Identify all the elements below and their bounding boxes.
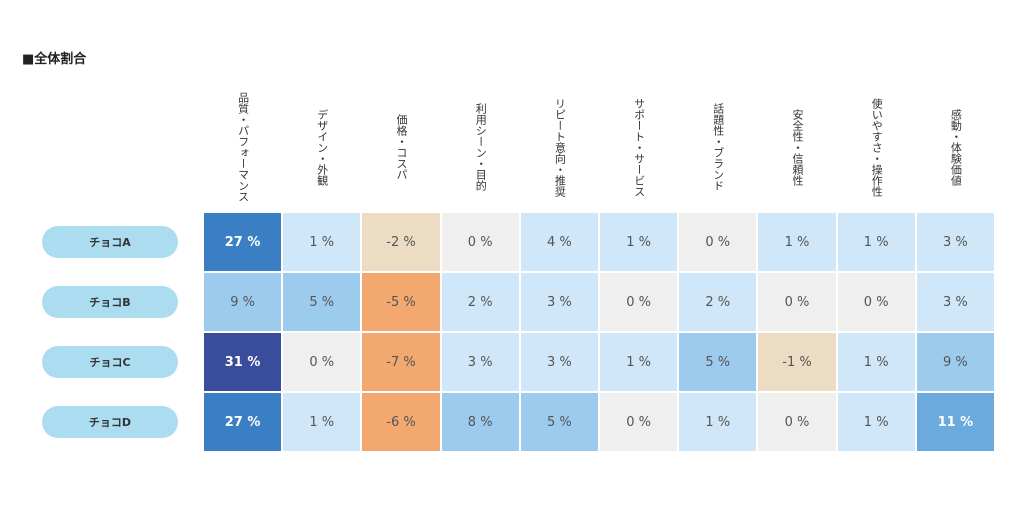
cell-label: -2 % [386, 234, 416, 250]
column-label: 感動・体験価値 [949, 108, 963, 186]
heatmap-cell: -2 % [361, 212, 441, 272]
heatmap-cell: -6 % [361, 392, 441, 452]
cell-label: 1 % [705, 414, 731, 430]
heatmap-cell: 3 % [915, 272, 995, 332]
cell-label: 4 % [547, 234, 572, 250]
cell-label: 3 % [547, 294, 572, 310]
heatmap-cell: 0 % [599, 272, 679, 332]
cell-label: 3 % [943, 294, 968, 310]
heatmap-cell: 0 % [440, 212, 520, 272]
column-label: 安全性・信頼性 [790, 108, 804, 186]
cell-label: 5 % [547, 414, 572, 430]
cell-label: 0 % [309, 354, 335, 370]
heatmap-cell: 5 % [519, 392, 599, 452]
heatmap-cell: 3 % [915, 212, 995, 272]
column-label: 価格・コスパ [394, 114, 408, 180]
cell-label: 1 % [309, 234, 335, 250]
heatmap-cell: 0 % [599, 392, 679, 452]
heatmap-cell: -1 % [757, 332, 837, 392]
heatmap-cell: 0 % [836, 272, 916, 332]
heatmap-cell: 0 % [757, 272, 837, 332]
cell-label: 1 % [784, 234, 810, 250]
cell-label: -5 % [386, 294, 416, 310]
cell-label: 3 % [547, 354, 572, 370]
cell-label: -1 % [782, 354, 812, 370]
cell-label: 9 % [230, 294, 255, 310]
cell-label: 0 % [467, 234, 493, 250]
column-label: デザイン・外観 [315, 108, 329, 186]
cell-label: 5 % [705, 354, 731, 370]
heatmap-cell: 8 % [440, 392, 520, 452]
cell-label: 3 % [943, 234, 968, 250]
heatmap-cell: 0 % [678, 212, 758, 272]
heatmap-cell: 2 % [440, 272, 520, 332]
heatmap-cell: -5 % [361, 272, 441, 332]
heatmap-cell: 1 % [836, 212, 916, 272]
row-label: チョコA [42, 226, 178, 258]
cell-label: 27 % [224, 414, 261, 430]
heatmap-cell: 5 % [282, 272, 362, 332]
cell-label: 1 % [626, 354, 651, 370]
cell-label: 1 % [863, 234, 889, 250]
cell-label: -6 % [386, 414, 416, 430]
column-label: 使いやすさ・操作性 [870, 97, 884, 197]
heatmap-cell: 1 % [678, 392, 758, 452]
row-label: チョコC [42, 346, 178, 378]
heatmap-cell: 3 % [519, 332, 599, 392]
heatmap-cell: 0 % [757, 392, 837, 452]
column-label: 品質・パフォーマンス [236, 92, 250, 202]
heatmap-cell: 27 % [203, 392, 283, 452]
heatmap-cell: -7 % [361, 332, 441, 392]
heatmap-cell: 1 % [599, 332, 679, 392]
cell-label: 1 % [863, 354, 889, 370]
cell-label: 1 % [309, 414, 335, 430]
row-label: チョコD [42, 406, 178, 438]
heatmap-cell: 27 % [203, 212, 283, 272]
heatmap-cell: 5 % [678, 332, 758, 392]
cell-label: 0 % [626, 414, 651, 430]
heatmap-cell: 1 % [836, 332, 916, 392]
column-label: リピート意向・推奨 [553, 97, 567, 197]
cell-label: 2 % [705, 294, 731, 310]
cell-label: 11 % [937, 414, 974, 430]
cell-label: 1 % [626, 234, 651, 250]
cell-label: 0 % [784, 294, 810, 310]
heatmap-cell: 1 % [836, 392, 916, 452]
column-label: サポート・サービス [632, 97, 646, 197]
cell-label: 27 % [224, 234, 261, 250]
heatmap-cell: 4 % [519, 212, 599, 272]
heatmap-cell: 3 % [519, 272, 599, 332]
cell-label: 1 % [863, 414, 889, 430]
cell-label: 5 % [309, 294, 335, 310]
heatmap-cell: 9 % [203, 272, 283, 332]
chart-title: ■全体割合 [22, 52, 87, 67]
heatmap-cell: 3 % [440, 332, 520, 392]
cell-label: 2 % [467, 294, 493, 310]
cell-label: 8 % [467, 414, 493, 430]
heatmap-cell: 1 % [757, 212, 837, 272]
heatmap-cell: 1 % [282, 212, 362, 272]
heatmap-cell: 31 % [203, 332, 283, 392]
cell-label: 31 % [224, 354, 261, 370]
heatmap-cell: 11 % [915, 392, 995, 452]
cell-label: 0 % [784, 414, 810, 430]
column-label: 利用シーン・目的 [474, 103, 488, 191]
heatmap-cell: 1 % [282, 392, 362, 452]
heatmap-cell: 2 % [678, 272, 758, 332]
column-label: 話題性・ブランド [711, 103, 725, 191]
cell-label: 3 % [467, 354, 493, 370]
cell-label: -7 % [386, 354, 416, 370]
heatmap-cell: 9 % [915, 332, 995, 392]
row-label: チョコB [42, 286, 178, 318]
cell-label: 9 % [943, 354, 968, 370]
heatmap-cell: 1 % [599, 212, 679, 272]
cell-label: 0 % [705, 234, 731, 250]
cell-label: 0 % [863, 294, 889, 310]
heatmap-cell: 0 % [282, 332, 362, 392]
cell-label: 0 % [626, 294, 651, 310]
